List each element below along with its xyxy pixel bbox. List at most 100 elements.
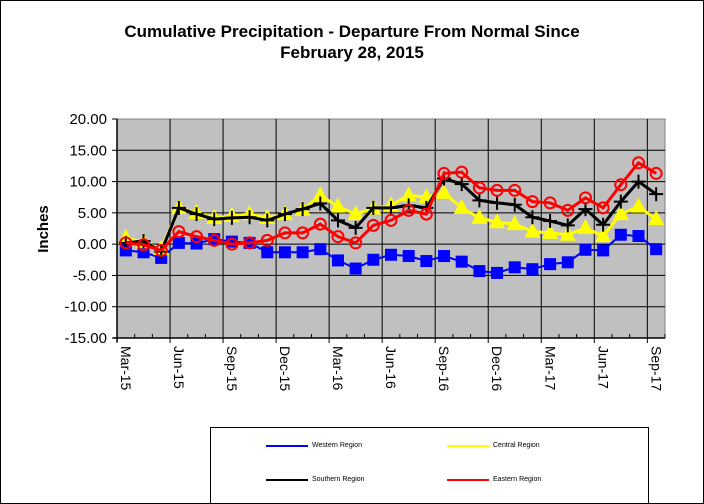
legend: Western Region Central Region Southern Reg… — [210, 427, 649, 503]
legend-item: Eastern Region — [447, 476, 541, 483]
data-point — [207, 233, 221, 247]
chart-title-line-1: Cumulative Precipitation - Departure Fro… — [124, 22, 580, 41]
data-point — [508, 183, 522, 197]
data-point — [648, 210, 665, 226]
data-point — [543, 213, 558, 228]
data-point — [649, 187, 664, 202]
data-point — [313, 217, 327, 231]
x-tick-label: Jun-15 — [171, 346, 187, 389]
x-tick-label: Jun-17 — [595, 346, 611, 389]
data-point — [506, 215, 523, 231]
x-tick-label: Sep-17 — [648, 346, 664, 391]
y-tick-label: 20.00 — [69, 111, 107, 128]
data-point — [453, 198, 470, 214]
data-point — [349, 236, 363, 250]
x-tick-label: Mar-16 — [330, 346, 346, 391]
data-point — [331, 254, 344, 267]
data-point — [207, 212, 222, 227]
y-tick-label: 0.00 — [78, 236, 107, 253]
data-point — [330, 213, 345, 228]
data-point — [560, 218, 575, 233]
data-point — [277, 207, 292, 222]
data-point — [577, 218, 594, 234]
data-point — [491, 266, 504, 279]
data-point — [508, 261, 521, 274]
data-point — [189, 207, 204, 222]
legend-label: Eastern Region — [493, 476, 542, 483]
series-line-eastern-region — [125, 160, 657, 253]
x-tick-label: Mar-15 — [118, 346, 134, 391]
data-point — [437, 166, 451, 180]
data-point — [649, 166, 663, 180]
data-point — [348, 220, 363, 235]
data-point — [172, 225, 186, 239]
data-point — [171, 200, 186, 215]
chart-title-line-2: February 28, 2015 — [280, 43, 424, 62]
data-point — [561, 203, 575, 217]
data-point — [525, 210, 540, 225]
data-point — [595, 227, 612, 243]
data-point — [419, 207, 433, 221]
data-point — [614, 228, 627, 241]
data-point — [402, 203, 416, 217]
data-point — [614, 178, 628, 192]
data-point — [312, 186, 329, 202]
legend-swatch — [266, 444, 308, 447]
data-point — [454, 177, 469, 192]
data-point — [296, 246, 309, 259]
plot-area: 20.00 15.00 10.00 5.00 0.00 -5.00 -10.00 -15.00… — [35, 111, 666, 391]
data-point — [559, 225, 576, 241]
data-point — [543, 196, 557, 210]
data-point — [524, 222, 541, 238]
x-tick-label: Dec-15 — [277, 346, 293, 391]
data-point — [190, 230, 204, 244]
data-point — [260, 233, 274, 247]
legend-swatch — [266, 478, 308, 481]
y-tick-label: -10.00 — [64, 299, 107, 316]
x-tick-label: Dec-16 — [489, 346, 505, 391]
data-point — [331, 230, 345, 244]
series-southern-region — [118, 171, 664, 259]
data-point — [542, 223, 559, 239]
data-point — [420, 255, 433, 268]
data-point — [385, 248, 397, 261]
data-point — [490, 183, 504, 197]
legend-label: Western Region — [312, 442, 363, 449]
legend-item: Southern Region — [266, 476, 365, 483]
y-tick-label: -15.00 — [64, 330, 107, 347]
data-point — [455, 165, 469, 179]
data-point — [544, 258, 557, 271]
data-point — [225, 237, 239, 251]
data-point — [612, 205, 629, 221]
data-point — [242, 210, 257, 225]
data-point — [402, 250, 415, 263]
y-tick-label: 15.00 — [69, 142, 107, 159]
data-point — [243, 236, 257, 250]
data-point — [596, 217, 611, 232]
data-point — [472, 193, 487, 208]
data-point — [314, 243, 327, 256]
x-tick-label: Sep-15 — [224, 346, 240, 391]
data-point — [578, 191, 592, 205]
data-point — [366, 218, 380, 232]
data-point — [384, 200, 398, 215]
data-point — [347, 205, 364, 221]
data-point — [137, 238, 151, 252]
data-point — [632, 230, 645, 243]
data-point — [313, 196, 328, 211]
legend-swatch — [447, 444, 489, 447]
data-point — [597, 244, 610, 257]
data-point — [472, 181, 486, 195]
data-point — [473, 265, 486, 278]
data-point — [172, 236, 185, 249]
legend-item: Western Region — [266, 442, 362, 449]
y-tick-label: 5.00 — [78, 205, 107, 222]
data-point — [154, 243, 168, 257]
data-point — [329, 197, 346, 213]
data-point — [384, 213, 398, 227]
data-point — [278, 246, 291, 259]
data-point — [596, 201, 610, 215]
data-point — [471, 208, 488, 224]
y-axis-label: Inches — [35, 205, 52, 253]
